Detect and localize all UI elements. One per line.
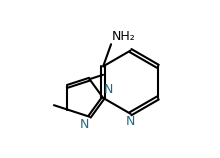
Text: N: N	[126, 115, 135, 128]
Text: N: N	[79, 118, 89, 131]
Text: NH₂: NH₂	[112, 30, 136, 43]
Text: N: N	[104, 83, 113, 96]
